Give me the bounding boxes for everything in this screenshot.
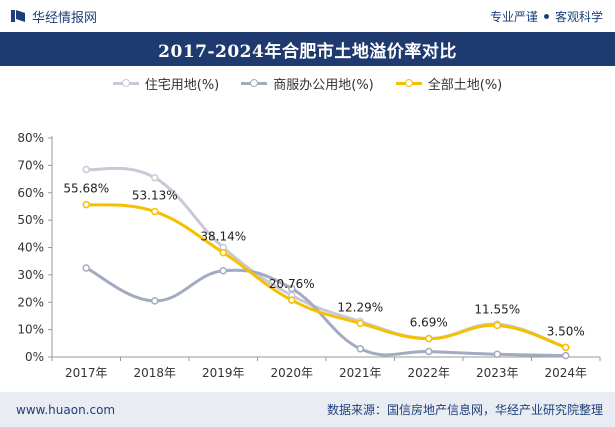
slogan-dot-icon	[543, 13, 549, 19]
data-point-total	[562, 343, 570, 352]
x-tick-label: 2023年	[476, 366, 519, 380]
y-tick-label: 30%	[17, 268, 44, 282]
y-tick-label: 80%	[17, 131, 44, 145]
data-point-total	[493, 321, 501, 330]
legend-item-total: 全部土地(%)	[395, 72, 503, 94]
legend-swatch-total	[395, 78, 422, 87]
legend-label-residential: 住宅用地(%)	[144, 77, 220, 93]
y-tick-label: 10%	[17, 323, 44, 337]
data-point-commercial	[425, 347, 433, 356]
series-line-total	[84, 203, 568, 349]
data-point-commercial	[562, 351, 570, 360]
data-label-total: 38.14%	[200, 230, 246, 244]
x-tick-label: 2024年	[544, 366, 587, 380]
data-point-commercial	[356, 345, 364, 353]
data-label-total: 6.69%	[410, 316, 448, 330]
legend-swatch-residential	[112, 78, 139, 87]
brand: 华经情报网	[10, 7, 97, 26]
x-tick-label: 2018年	[133, 366, 176, 380]
data-point-total	[219, 248, 227, 257]
y-tick-label: 50%	[17, 213, 44, 227]
data-label-total: 12.29%	[337, 300, 383, 314]
data-point-commercial	[288, 284, 296, 293]
data-point-residential	[151, 173, 159, 182]
data-point-commercial	[151, 297, 159, 305]
legend-swatch-commercial	[241, 78, 268, 87]
chart-legend: 住宅用地(%) 商服办公用地(%) 全部土地(%)	[0, 72, 615, 94]
legend-label-commercial: 商服办公用地(%)	[273, 77, 374, 93]
data-point-commercial	[219, 267, 227, 275]
y-tick-label: 40%	[17, 241, 44, 255]
chart-title: 2017-2024年合肥市土地溢价率对比	[0, 32, 615, 66]
x-tick-label: 2017年	[65, 366, 108, 380]
data-point-total	[288, 296, 296, 304]
y-tick-label: 0%	[25, 350, 44, 364]
slogan-right: 客观科学	[554, 9, 603, 24]
data-point-total	[356, 319, 364, 328]
x-tick-label: 2022年	[407, 366, 450, 380]
data-point-total	[425, 334, 433, 343]
legend-item-residential: 住宅用地(%)	[112, 72, 220, 94]
data-point-total	[82, 200, 90, 209]
data-point-commercial	[493, 350, 501, 359]
data-label-total: 3.50%	[547, 324, 585, 338]
data-label-total: 11.55%	[474, 302, 520, 316]
top-bar: 华经情报网 专业严谨 客观科学	[0, 0, 615, 32]
data-label-total: 53.13%	[132, 189, 178, 203]
y-tick-label: 20%	[17, 295, 44, 309]
slogan: 专业严谨 客观科学	[490, 8, 603, 25]
x-tick-label: 2021年	[339, 366, 382, 380]
data-point-total	[151, 207, 159, 216]
footer-source: 数据来源：国信房地产信息网，华经产业研究院整理	[326, 403, 603, 417]
legend-item-commercial: 商服办公用地(%)	[241, 72, 374, 94]
legend-label-total: 全部土地(%)	[427, 77, 503, 93]
data-point-commercial	[82, 264, 90, 272]
x-tick-label: 2019年	[202, 366, 245, 380]
line-chart: 0% 10% 20% 30% 40% 50% 60% 70% 80% 2017年 2018年 2019…	[17, 131, 601, 380]
series-line-commercial	[84, 266, 568, 358]
data-point-residential	[82, 165, 90, 174]
footer-website: www.huaon.com	[16, 402, 116, 417]
y-tick-label: 70%	[17, 158, 44, 172]
brand-logo-icon	[11, 10, 25, 22]
brand-name: 华经情报网	[32, 10, 98, 26]
data-label-total: 20.76%	[269, 277, 315, 291]
x-tick-label: 2020年	[270, 366, 313, 380]
data-label-total: 55.68%	[63, 182, 109, 196]
y-tick-label: 60%	[17, 186, 44, 200]
slogan-left: 专业严谨	[489, 9, 538, 24]
footer: www.huaon.com 数据来源：国信房地产信息网，华经产业研究院整理	[0, 392, 615, 427]
